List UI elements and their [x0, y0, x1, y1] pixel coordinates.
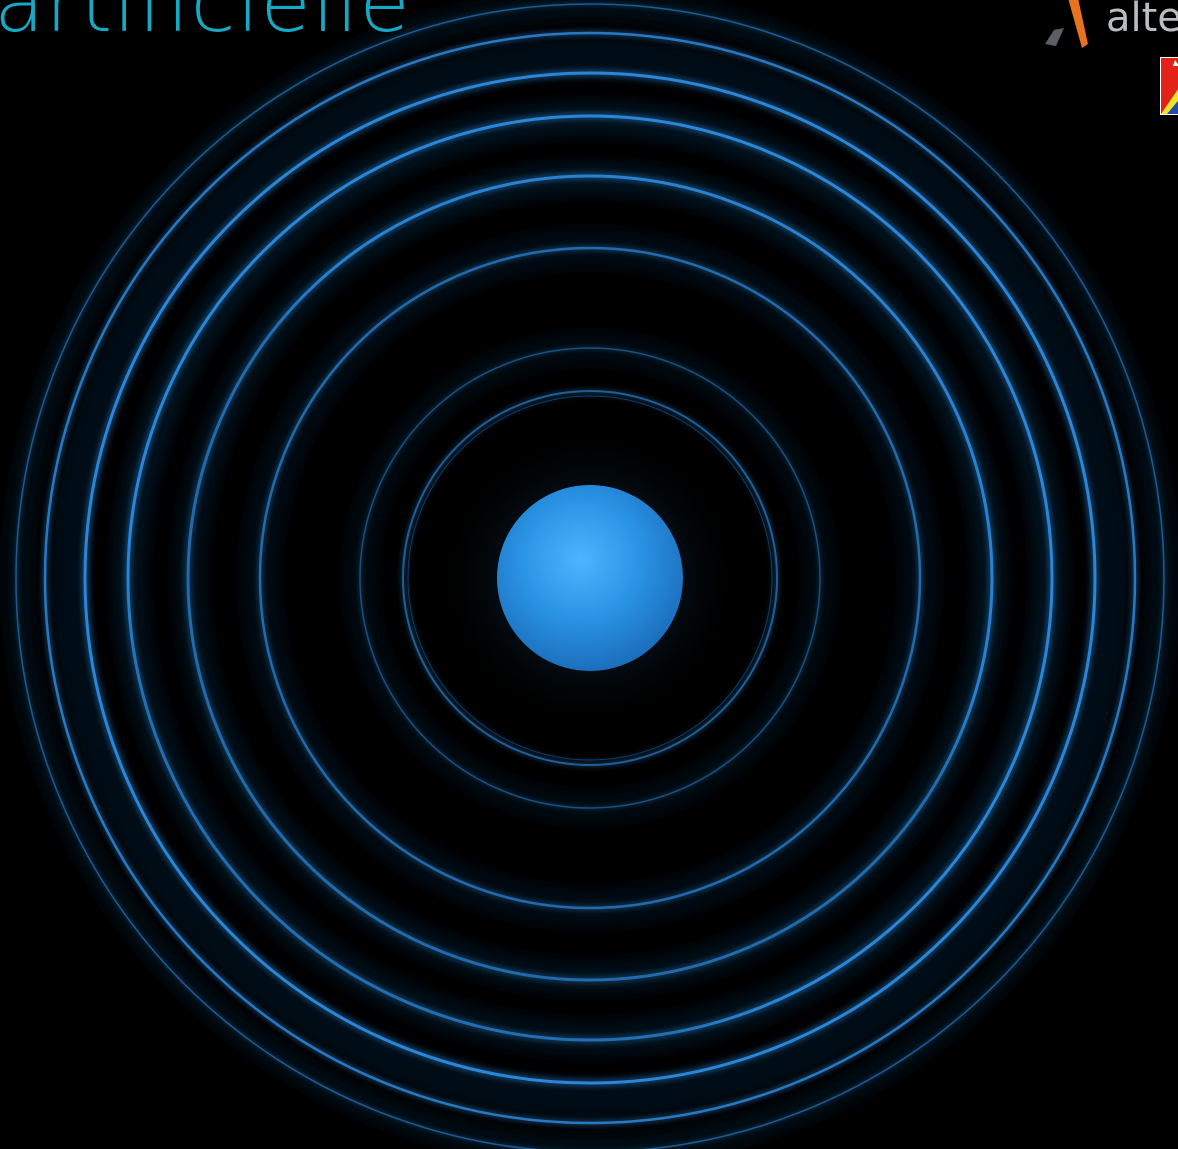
flag-badge-icon	[1159, 56, 1178, 116]
ring-edge	[43, 31, 1137, 1125]
alteca-mark-icon	[1045, 0, 1088, 48]
glowing-core	[497, 485, 683, 671]
ring-band	[50, 38, 1130, 1118]
ring-edge	[15, 3, 1165, 1149]
logo-wordmark: alte	[1106, 0, 1178, 41]
brand-logo: alte	[1042, 0, 1178, 52]
headline-text: artificielle	[0, 0, 411, 51]
ring-edge	[83, 71, 1097, 1085]
